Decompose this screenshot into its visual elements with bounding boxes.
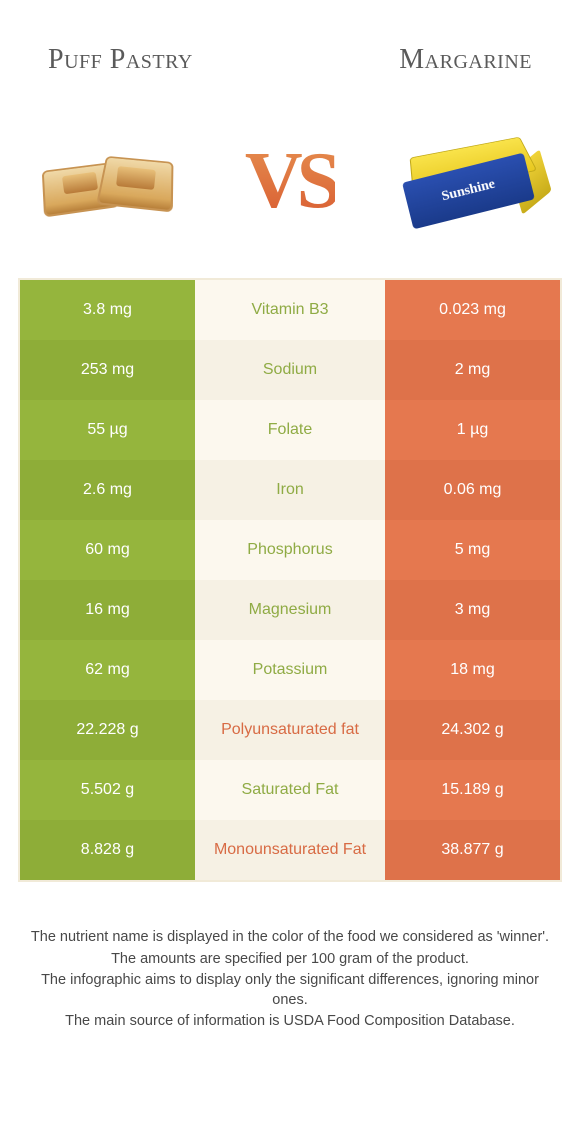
right-value-cell: 3 mg — [385, 580, 560, 640]
right-value-cell: 15.189 g — [385, 760, 560, 820]
nutrient-label-cell: Phosphorus — [195, 520, 385, 580]
nutrient-label-cell: Potassium — [195, 640, 385, 700]
nutrient-label-cell: Polyunsaturated fat — [195, 700, 385, 760]
table-row: 55 µgFolate1 µg — [20, 400, 560, 460]
table-row: 8.828 gMonounsaturated Fat38.877 g — [20, 820, 560, 880]
puff-pastry-image — [20, 116, 195, 246]
hero-row: VS Sunshine — [0, 76, 580, 270]
footer-line-2: The amounts are specified per 100 gram o… — [28, 950, 552, 970]
left-value-cell: 22.228 g — [20, 700, 195, 760]
right-value-cell: 5 mg — [385, 520, 560, 580]
table-row: 22.228 gPolyunsaturated fat24.302 g — [20, 700, 560, 760]
table-row: 60 mgPhosphorus5 mg — [20, 520, 560, 580]
left-value-cell: 8.828 g — [20, 820, 195, 880]
table-row: 62 mgPotassium18 mg — [20, 640, 560, 700]
table-row: 2.6 mgIron0.06 mg — [20, 460, 560, 520]
right-value-cell: 24.302 g — [385, 700, 560, 760]
nutrient-label-cell: Sodium — [195, 340, 385, 400]
header: Puff Pastry Margarine — [0, 0, 580, 76]
table-row: 5.502 gSaturated Fat15.189 g — [20, 760, 560, 820]
nutrient-label-cell: Iron — [195, 460, 385, 520]
margarine-brand-label: Sunshine — [441, 177, 498, 206]
nutrient-label-cell: Folate — [195, 400, 385, 460]
left-value-cell: 60 mg — [20, 520, 195, 580]
right-value-cell: 1 µg — [385, 400, 560, 460]
left-value-cell: 2.6 mg — [20, 460, 195, 520]
nutrient-label-cell: Magnesium — [195, 580, 385, 640]
left-value-cell: 253 mg — [20, 340, 195, 400]
comparison-table: 3.8 mgVitamin B30.023 mg253 mgSodium2 mg… — [18, 278, 562, 882]
left-value-cell: 62 mg — [20, 640, 195, 700]
right-value-cell: 18 mg — [385, 640, 560, 700]
footer-line-3: The infographic aims to display only the… — [28, 971, 552, 1010]
left-value-cell: 5.502 g — [20, 760, 195, 820]
table-row: 3.8 mgVitamin B30.023 mg — [20, 280, 560, 340]
left-value-cell: 16 mg — [20, 580, 195, 640]
margarine-image: Sunshine — [385, 116, 560, 246]
vs-label: VS — [245, 136, 335, 227]
left-food-title: Puff Pastry — [48, 44, 193, 76]
left-value-cell: 55 µg — [20, 400, 195, 460]
table-row: 253 mgSodium2 mg — [20, 340, 560, 400]
footer-line-1: The nutrient name is displayed in the co… — [28, 928, 552, 948]
right-value-cell: 0.06 mg — [385, 460, 560, 520]
nutrient-label-cell: Vitamin B3 — [195, 280, 385, 340]
right-food-title: Margarine — [399, 44, 532, 76]
table-row: 16 mgMagnesium3 mg — [20, 580, 560, 640]
nutrient-label-cell: Saturated Fat — [195, 760, 385, 820]
left-value-cell: 3.8 mg — [20, 280, 195, 340]
right-value-cell: 2 mg — [385, 340, 560, 400]
footer-notes: The nutrient name is displayed in the co… — [0, 928, 580, 1032]
right-value-cell: 38.877 g — [385, 820, 560, 880]
nutrient-label-cell: Monounsaturated Fat — [195, 820, 385, 880]
footer-line-4: The main source of information is USDA F… — [28, 1012, 552, 1032]
right-value-cell: 0.023 mg — [385, 280, 560, 340]
